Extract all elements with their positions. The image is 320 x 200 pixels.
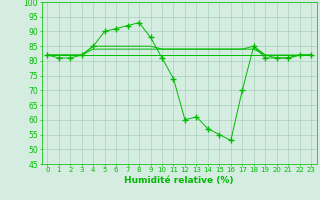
X-axis label: Humidité relative (%): Humidité relative (%) <box>124 176 234 185</box>
